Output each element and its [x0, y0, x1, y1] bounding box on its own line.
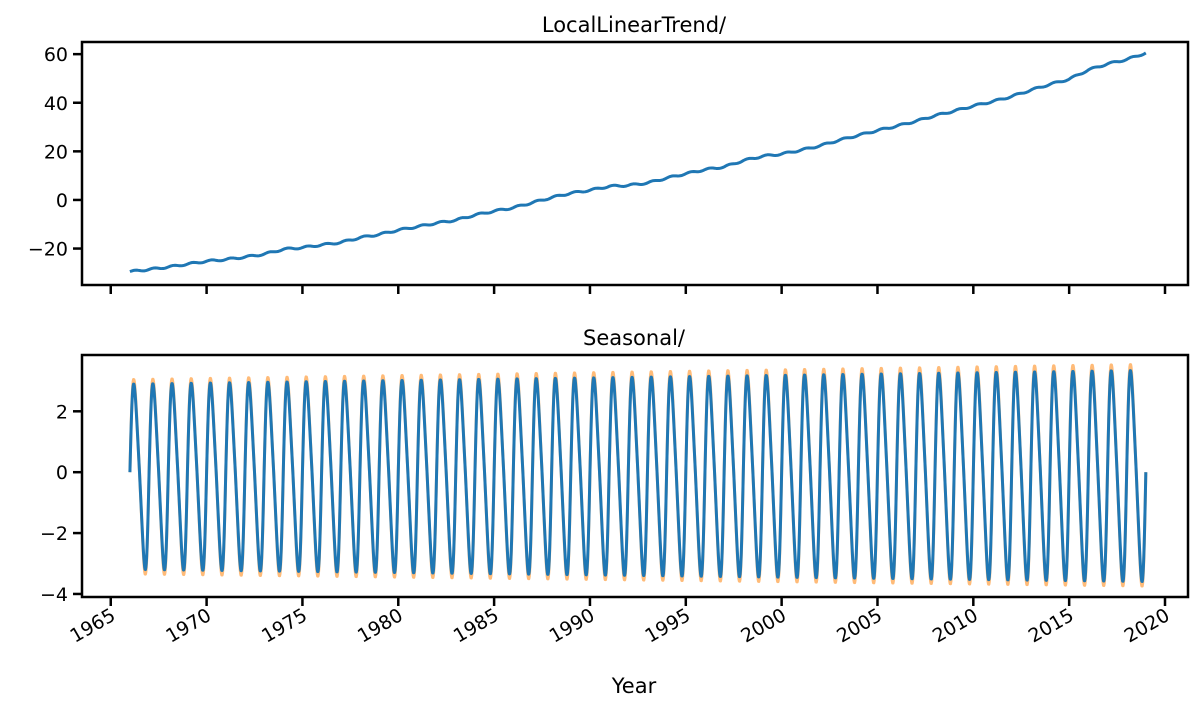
trend-series-line [129, 51, 1147, 274]
seasonal-xtick-label: 2000 [737, 604, 790, 647]
seasonal-xtick-label: 2005 [833, 604, 886, 647]
trend-ytick-label: 0 [56, 190, 68, 212]
seasonal-mean-line [128, 369, 1148, 583]
trend-lines [129, 51, 1147, 274]
seasonal-ytick-label: −4 [40, 584, 68, 606]
trend-title: LocalLinearTrend/ [542, 13, 727, 37]
seasonal-xtick-label: 1965 [66, 604, 119, 647]
trend-ytick-label: 40 [44, 93, 68, 115]
seasonal-x-axis: 1965 1970 1975 1980 1985 1990 1995 2000 2005 2010… [66, 597, 1173, 648]
trend-y-axis: −20 0 20 40 60 [28, 44, 82, 261]
trend-ytick-label: 60 [44, 44, 68, 66]
trend-x-axis [109, 285, 1167, 294]
seasonal-xtick-label: 1990 [546, 604, 599, 647]
seasonal-xtick-label: 2020 [1121, 604, 1174, 647]
seasonal-xtick-label: 1985 [450, 604, 503, 647]
seasonal-ytick-label: 0 [56, 462, 68, 484]
seasonal-y-axis: −4 −2 0 2 [40, 401, 82, 606]
seasonal-ytick-label: −2 [40, 523, 68, 545]
trend-plot-frame [80, 40, 1190, 287]
seasonal-xtick-label: 2015 [1025, 604, 1078, 647]
seasonal-title: Seasonal/ [583, 326, 686, 350]
trend-panel: LocalLinearTrend/ −20 0 20 40 60 [28, 13, 1190, 294]
seasonal-xtick-label: 1995 [641, 604, 694, 647]
seasonal-xtick-label: 1980 [354, 604, 407, 647]
seasonal-ytick-label: 2 [56, 401, 68, 423]
trend-ytick-label: 20 [44, 141, 68, 163]
seasonal-lines [128, 363, 1148, 588]
seasonal-panel: Seasonal/ −4 −2 0 2 1965 1970 1975 1980 1985 199… [40, 326, 1190, 698]
seasonal-xtick-label: 1970 [162, 604, 215, 647]
seasonal-xtick-label: 1975 [258, 604, 311, 647]
x-axis-label: Year [611, 674, 657, 698]
seasonal-xtick-label: 2010 [929, 604, 982, 647]
trend-ytick-label: −20 [28, 239, 68, 261]
seasonal-plot-frame [80, 353, 1190, 599]
